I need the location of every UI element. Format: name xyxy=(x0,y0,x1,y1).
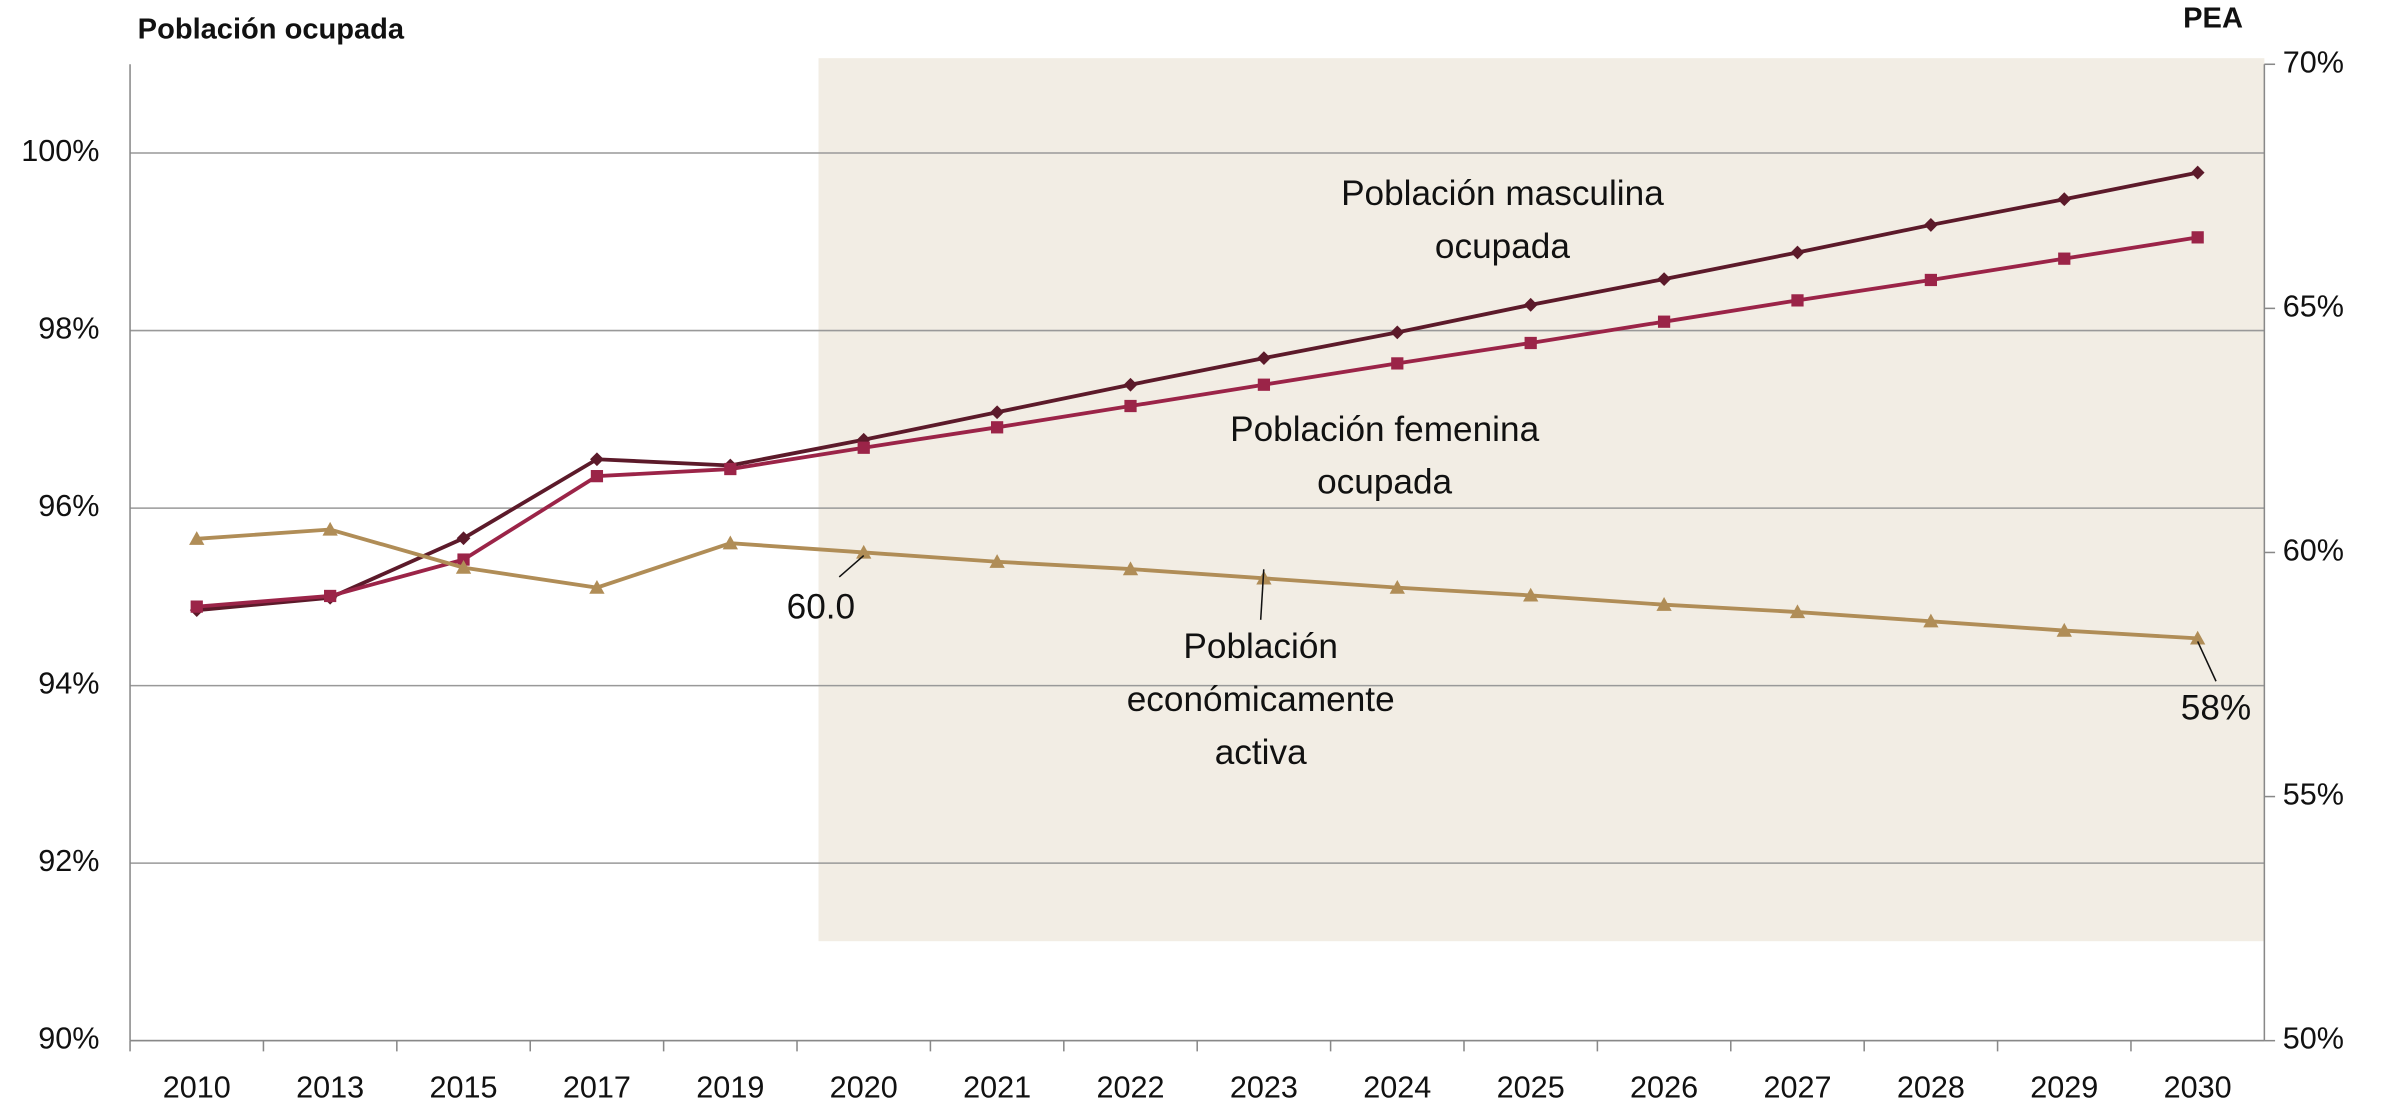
y-tick-label: 94% xyxy=(38,667,99,701)
y-tick-label: 96% xyxy=(38,489,99,523)
marker xyxy=(2057,192,2072,207)
x-tick-label: 2015 xyxy=(430,1071,498,1105)
marker xyxy=(990,421,1004,434)
marker xyxy=(590,452,604,467)
marker xyxy=(1523,587,1539,602)
y-tick-label: 92% xyxy=(38,844,99,878)
marker xyxy=(724,462,737,476)
x-tick-label: 2030 xyxy=(2164,1071,2232,1105)
y2-tick-label: 70% xyxy=(2283,45,2344,79)
x-tick-label: 2010 xyxy=(163,1071,231,1105)
y2-tick-label: 65% xyxy=(2283,289,2344,323)
y-tick-label: 100% xyxy=(21,134,99,168)
x-tick-label: 2024 xyxy=(1363,1071,1431,1105)
marker xyxy=(1124,399,1137,413)
marker xyxy=(1257,351,1271,365)
value-label: 58% xyxy=(2181,689,2251,728)
x-tick-label: 2019 xyxy=(696,1071,764,1105)
x-tick-label: 2020 xyxy=(830,1071,898,1105)
x-tick-label: 2013 xyxy=(296,1071,364,1105)
series-line xyxy=(196,235,2198,609)
marker xyxy=(1257,378,1271,391)
marker xyxy=(856,544,872,559)
y2-axis-title: PEA xyxy=(2183,3,2243,35)
series-label: Población masculina xyxy=(1341,174,1664,213)
marker xyxy=(322,521,338,536)
leader-line xyxy=(1259,569,1265,620)
marker xyxy=(1656,597,1672,611)
marker xyxy=(1923,218,1938,232)
y-axis-title: Población ocupada xyxy=(138,13,405,45)
x-tick-label: 2029 xyxy=(2030,1071,2098,1105)
marker xyxy=(324,589,337,603)
marker xyxy=(1524,336,1537,350)
marker xyxy=(1790,245,1805,260)
x-tick-label: 2025 xyxy=(1497,1071,1565,1105)
marker xyxy=(2191,231,2204,244)
marker xyxy=(1924,273,1937,287)
series-label: activa xyxy=(1215,733,1307,772)
y2-tick-label: 60% xyxy=(2283,534,2344,568)
marker xyxy=(1923,613,1939,628)
marker xyxy=(1122,561,1139,576)
marker xyxy=(857,441,870,454)
x-tick-label: 2026 xyxy=(1630,1071,1698,1105)
x-tick-label: 2021 xyxy=(963,1071,1031,1105)
x-tick-label: 2022 xyxy=(1096,1071,1164,1105)
leader-line xyxy=(838,554,865,578)
x-tick-label: 2028 xyxy=(1897,1071,1965,1105)
series-line xyxy=(196,527,2198,641)
marker xyxy=(1391,357,1404,370)
value-label: 60.0 xyxy=(787,587,855,626)
marker xyxy=(989,554,1005,568)
marker xyxy=(1791,294,1804,307)
series-label: ocupada xyxy=(1317,463,1452,502)
leader-line xyxy=(2196,641,2217,682)
x-tick-label: 2017 xyxy=(563,1071,631,1105)
series-label: Población xyxy=(1183,627,1338,666)
series-label: económicamente xyxy=(1127,680,1395,719)
y2-tick-label: 50% xyxy=(2283,1022,2344,1056)
series-label: Población femenina xyxy=(1230,410,1539,449)
y-tick-label: 90% xyxy=(38,1022,99,1056)
y2-tick-label: 55% xyxy=(2283,778,2344,812)
x-tick-label: 2027 xyxy=(1763,1071,1831,1105)
marker xyxy=(455,559,472,574)
marker xyxy=(589,579,605,594)
marker xyxy=(722,535,738,550)
marker xyxy=(1789,604,1806,619)
series-line xyxy=(196,170,2199,613)
y-tick-label: 98% xyxy=(38,312,99,346)
marker xyxy=(1389,579,1405,594)
marker xyxy=(457,553,470,566)
series-label: ocupada xyxy=(1435,227,1570,266)
marker xyxy=(2190,630,2206,645)
x-tick-label: 2023 xyxy=(1230,1071,1298,1105)
marker xyxy=(189,531,205,545)
marker xyxy=(2056,622,2072,637)
marker xyxy=(590,470,604,483)
marker xyxy=(190,600,203,613)
marker xyxy=(2058,252,2071,265)
marker xyxy=(2190,165,2205,180)
marker xyxy=(1657,315,1671,328)
